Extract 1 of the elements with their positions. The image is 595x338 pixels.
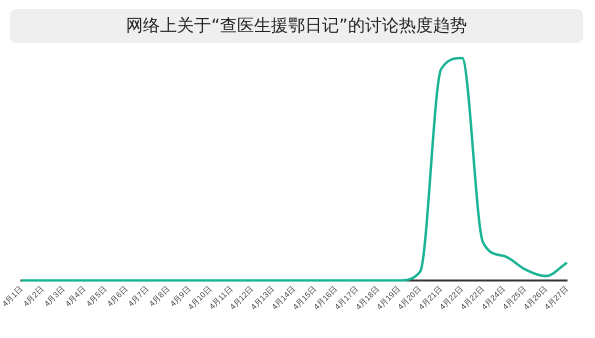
chart-title: 网络上关于“查医生援鄂日记”的讨论热度趋势	[10, 9, 583, 43]
